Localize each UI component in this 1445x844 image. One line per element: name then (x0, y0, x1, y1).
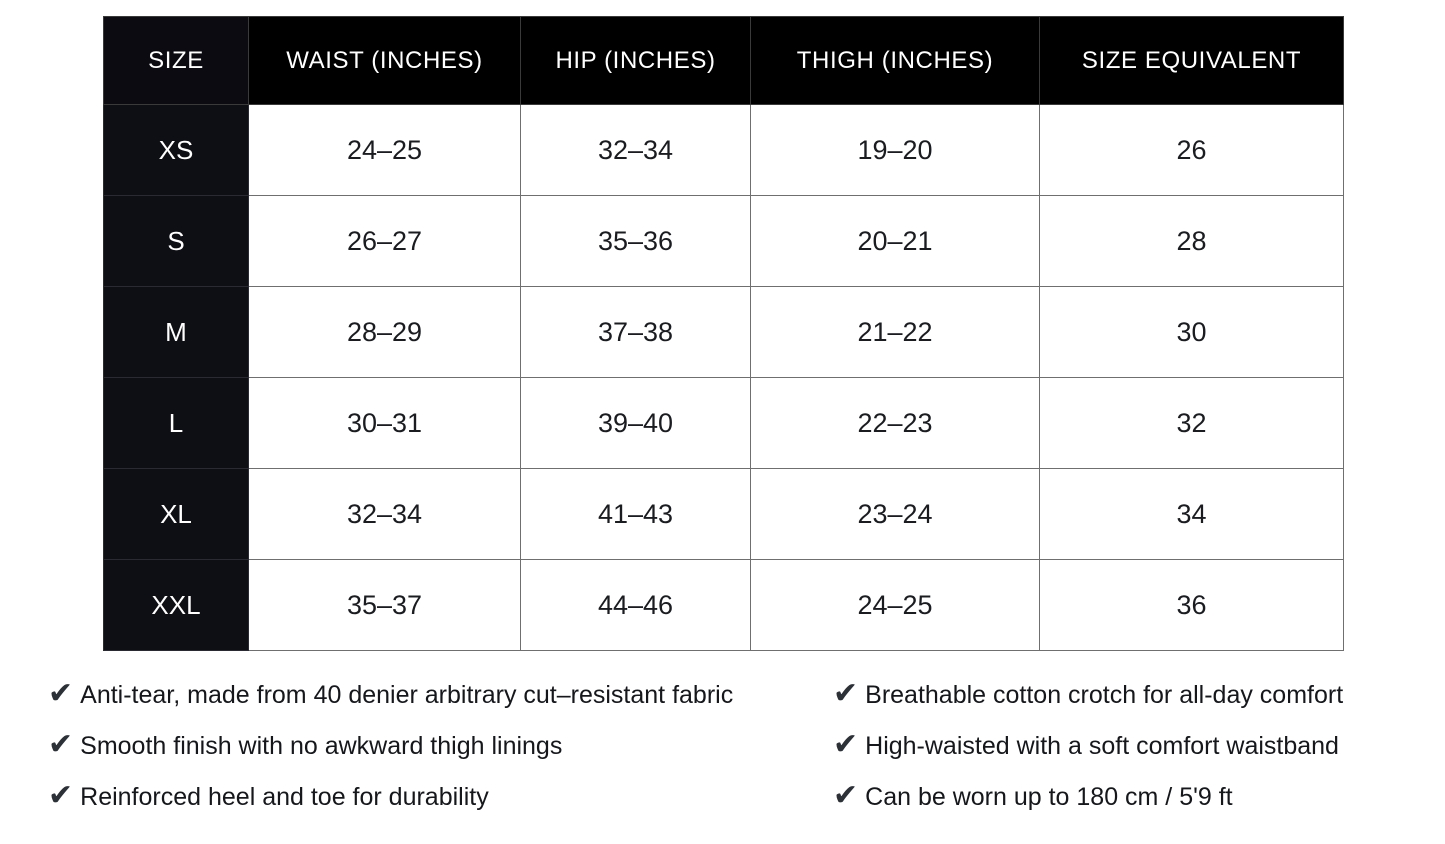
table-row-xs: XS 24–25 32–34 19–20 26 (103, 104, 1344, 196)
feature-text: Reinforced heel and toe for durability (80, 782, 489, 811)
header-cell-hip: HIP (INCHES) (520, 16, 751, 105)
header-cell-size: SIZE (103, 16, 249, 105)
size-label: S (103, 195, 249, 287)
hip-value: 41–43 (520, 468, 751, 560)
hip-value: 37–38 (520, 286, 751, 378)
waist-value: 30–31 (248, 377, 521, 469)
feature-item: ✔ Anti-tear, made from 40 denier arbitra… (48, 678, 733, 712)
feature-list-left: ✔ Anti-tear, made from 40 denier arbitra… (48, 678, 733, 831)
header-cell-thigh: THIGH (INCHES) (750, 16, 1040, 105)
feature-text: High-waisted with a soft comfort waistba… (865, 731, 1339, 760)
thigh-value: 22–23 (750, 377, 1040, 469)
check-icon: ✔ (833, 677, 859, 710)
header-cell-waist: WAIST (INCHES) (248, 16, 521, 105)
table-row-l: L 30–31 39–40 22–23 32 (103, 377, 1344, 469)
feature-item: ✔ Can be worn up to 180 cm / 5'9 ft (833, 780, 1343, 814)
size-label: M (103, 286, 249, 378)
waist-value: 35–37 (248, 559, 521, 651)
feature-text: Can be worn up to 180 cm / 5'9 ft (865, 782, 1233, 811)
equivalent-value: 30 (1039, 286, 1344, 378)
size-label: L (103, 377, 249, 469)
waist-value: 24–25 (248, 104, 521, 196)
feature-item: ✔ High-waisted with a soft comfort waist… (833, 729, 1343, 763)
table-header-row: SIZE WAIST (INCHES) HIP (INCHES) THIGH (… (103, 16, 1344, 105)
feature-item: ✔ Smooth finish with no awkward thigh li… (48, 729, 733, 763)
size-chart-table: SIZE WAIST (INCHES) HIP (INCHES) THIGH (… (103, 16, 1344, 651)
equivalent-value: 36 (1039, 559, 1344, 651)
hip-value: 32–34 (520, 104, 751, 196)
feature-text: Smooth finish with no awkward thigh lini… (80, 731, 563, 760)
feature-item: ✔ Breathable cotton crotch for all-day c… (833, 678, 1343, 712)
table-row-xxl: XXL 35–37 44–46 24–25 36 (103, 559, 1344, 651)
check-icon: ✔ (48, 779, 74, 812)
thigh-value: 21–22 (750, 286, 1040, 378)
check-icon: ✔ (48, 728, 74, 761)
check-icon: ✔ (833, 728, 859, 761)
thigh-value: 20–21 (750, 195, 1040, 287)
table-row-xl: XL 32–34 41–43 23–24 34 (103, 468, 1344, 560)
waist-value: 28–29 (248, 286, 521, 378)
equivalent-value: 32 (1039, 377, 1344, 469)
size-label: XXL (103, 559, 249, 651)
equivalent-value: 26 (1039, 104, 1344, 196)
waist-value: 26–27 (248, 195, 521, 287)
thigh-value: 23–24 (750, 468, 1040, 560)
check-icon: ✔ (48, 677, 74, 710)
size-label: XL (103, 468, 249, 560)
feature-list-right: ✔ Breathable cotton crotch for all-day c… (833, 678, 1343, 831)
equivalent-value: 34 (1039, 468, 1344, 560)
equivalent-value: 28 (1039, 195, 1344, 287)
feature-text: Anti-tear, made from 40 denier arbitrary… (80, 680, 734, 709)
feature-text: Breathable cotton crotch for all-day com… (865, 680, 1344, 709)
feature-item: ✔ Reinforced heel and toe for durability (48, 780, 733, 814)
waist-value: 32–34 (248, 468, 521, 560)
table-row-m: M 28–29 37–38 21–22 30 (103, 286, 1344, 378)
hip-value: 44–46 (520, 559, 751, 651)
thigh-value: 24–25 (750, 559, 1040, 651)
thigh-value: 19–20 (750, 104, 1040, 196)
hip-value: 35–36 (520, 195, 751, 287)
table-row-s: S 26–27 35–36 20–21 28 (103, 195, 1344, 287)
hip-value: 39–40 (520, 377, 751, 469)
size-label: XS (103, 104, 249, 196)
header-cell-size-equivalent: SIZE EQUIVALENT (1039, 16, 1344, 105)
check-icon: ✔ (833, 779, 859, 812)
